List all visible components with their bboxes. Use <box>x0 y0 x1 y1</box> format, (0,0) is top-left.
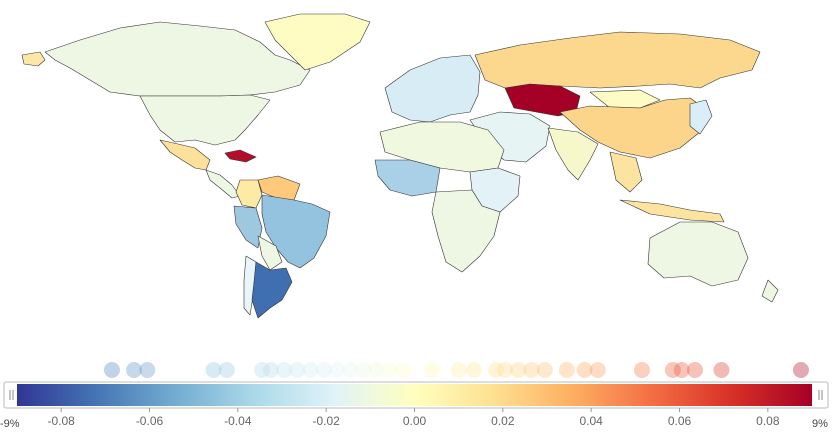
data-point-marker[interactable] <box>289 362 306 378</box>
region-argentina[interactable] <box>251 261 293 319</box>
data-point-marker[interactable] <box>633 362 650 378</box>
data-point-marker[interactable] <box>424 362 441 378</box>
data-point-marker[interactable] <box>558 362 575 378</box>
region-australia[interactable] <box>647 221 749 287</box>
colorbar-gradient <box>17 384 812 406</box>
colorbar-tick-label: 0.08 <box>756 414 780 428</box>
data-point-marker[interactable] <box>315 362 332 378</box>
region-europe[interactable] <box>384 54 481 123</box>
colorbar-tick-label: 0.06 <box>668 414 692 428</box>
region-india[interactable] <box>547 127 599 181</box>
data-point-marker[interactable] <box>126 362 143 378</box>
data-point-marker[interactable] <box>254 362 271 378</box>
region-mexico[interactable] <box>159 139 211 171</box>
region-alaska[interactable] <box>21 51 46 67</box>
data-point-marker[interactable] <box>103 362 120 378</box>
region-russia[interactable] <box>474 31 761 91</box>
data-point-marker[interactable] <box>368 362 385 378</box>
colorbar-left-handle[interactable] <box>9 390 14 400</box>
colorbar-min-label: -9% <box>0 418 20 430</box>
colorbar-max-label: 9% <box>812 418 828 430</box>
region-africa-west[interactable] <box>374 159 441 197</box>
colorbar-tick-label: 0.00 <box>403 414 427 428</box>
data-point-marker[interactable] <box>205 362 222 378</box>
data-point-marker[interactable] <box>713 362 730 378</box>
data-point-marker[interactable] <box>664 362 681 378</box>
data-point-marker[interactable] <box>302 362 319 378</box>
data-point-marker[interactable] <box>139 362 156 378</box>
data-point-marker[interactable] <box>523 362 540 378</box>
data-point-marker[interactable] <box>329 362 346 378</box>
region-japan[interactable] <box>689 99 713 135</box>
region-southeast-asia[interactable] <box>609 151 725 223</box>
data-point-marker[interactable] <box>510 362 527 378</box>
region-brazil[interactable] <box>261 194 331 269</box>
region-central-america[interactable] <box>205 169 241 199</box>
data-point-marker[interactable] <box>497 362 514 378</box>
data-point-marker[interactable] <box>382 362 399 378</box>
region-usa[interactable] <box>139 94 271 146</box>
data-point-marker[interactable] <box>276 362 293 378</box>
data-point-marker[interactable] <box>536 362 553 378</box>
region-colombia[interactable] <box>235 179 263 209</box>
region-peru[interactable] <box>233 205 263 249</box>
region-cuba[interactable] <box>224 149 257 163</box>
colorbar-tick-label: 0.02 <box>491 414 515 428</box>
colorbar-tick-label: -0.04 <box>224 414 252 428</box>
colorbar-right-handle[interactable] <box>818 390 823 400</box>
data-point-marker[interactable] <box>576 362 593 378</box>
region-africa-south[interactable] <box>431 189 501 273</box>
data-point-marker[interactable] <box>355 362 372 378</box>
data-point-marker[interactable] <box>342 362 359 378</box>
data-point-marker[interactable] <box>673 362 690 378</box>
colorbar-tick-label: -0.02 <box>312 414 340 428</box>
colorbar-tick-label: -0.06 <box>136 414 164 428</box>
region-canada[interactable] <box>44 21 311 97</box>
colorbar-legend: -0.08 -0.06 -0.04 -0.02 0.00 0.02 0.04 0.06 0.08… <box>0 362 829 430</box>
world-choropleth-map <box>21 13 779 319</box>
data-point-marker[interactable] <box>686 362 703 378</box>
colorbar-tick-label: -0.08 <box>47 414 75 428</box>
data-point-marker[interactable] <box>466 362 483 378</box>
data-point-marker[interactable] <box>395 362 412 378</box>
colorbar-tick-label: 0.04 <box>579 414 603 428</box>
region-mongolia[interactable] <box>589 89 661 109</box>
data-point-marker[interactable] <box>589 362 606 378</box>
data-point-marker[interactable] <box>488 362 505 378</box>
region-greenland[interactable] <box>264 13 371 71</box>
data-point-marker[interactable] <box>218 362 235 378</box>
colorbar-ticks: -0.08 -0.06 -0.04 -0.02 0.00 0.02 0.04 0.06 0.08 <box>47 408 780 428</box>
region-bolivia[interactable] <box>257 235 283 271</box>
region-new-zealand <box>761 279 779 303</box>
data-point-marker[interactable] <box>792 362 809 378</box>
data-points-strip <box>103 362 809 378</box>
data-point-marker[interactable] <box>262 362 279 378</box>
data-point-marker[interactable] <box>450 362 467 378</box>
